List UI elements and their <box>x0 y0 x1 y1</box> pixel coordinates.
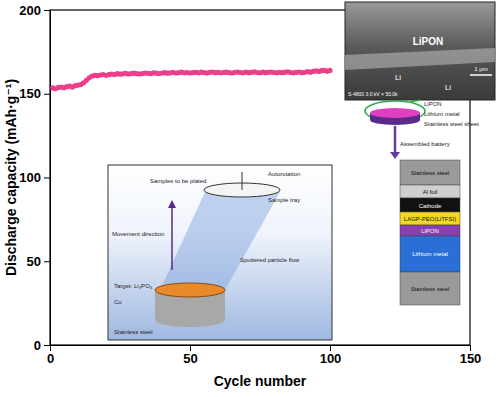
x-tick: 0 <box>47 345 54 366</box>
arrow-head <box>390 152 400 159</box>
annotation: Lithium metal <box>424 111 460 117</box>
annotation: LiPON <box>424 101 442 107</box>
x-axis-line <box>51 345 471 346</box>
annotation: Li <box>445 83 451 92</box>
data-point <box>327 68 332 73</box>
annotation: Sample tray <box>268 197 300 203</box>
x-tick: 50 <box>183 345 197 366</box>
x-tick-mark <box>470 345 471 351</box>
annotation: LiPON <box>413 36 444 47</box>
scale-bar <box>470 74 492 76</box>
data-series <box>50 68 332 92</box>
x-tick: 150 <box>460 345 482 366</box>
x-tick-mark <box>50 345 51 351</box>
annotation: Cu <box>114 299 122 305</box>
x-axis-title: Cycle number <box>214 373 307 389</box>
y-tick-label: 150 <box>19 86 41 101</box>
chart: 0 50 100 150 0 50 100 150 200 Cycle number Dischar… <box>0 0 500 397</box>
y-tick: 150 <box>19 86 50 101</box>
annotation: LAGP-PEO(LiTFSI) <box>404 216 456 222</box>
battery-layer <box>400 236 460 272</box>
annotation: Target: Li₃PO₄ <box>114 283 153 289</box>
x-tick-label: 150 <box>460 351 482 366</box>
disk-top <box>370 108 420 118</box>
arrow <box>394 126 397 155</box>
x-tick-label: 50 <box>183 351 197 366</box>
y-tick-label: 50 <box>27 254 41 269</box>
annotation: Lithium metal <box>412 251 448 257</box>
y-axis-line <box>50 11 51 346</box>
y-tick: 50 <box>27 254 50 269</box>
annotation: LiPON <box>421 228 439 234</box>
arrow-head <box>168 200 176 208</box>
annotation: Sputtered particle flow <box>240 257 300 263</box>
battery-layer <box>400 160 460 185</box>
battery-layer <box>400 198 460 212</box>
battery-layer <box>400 272 460 305</box>
annotation: Stainless steel <box>114 329 153 335</box>
insets <box>108 2 495 340</box>
battery-layer <box>400 225 460 236</box>
y-tick-mark <box>44 345 50 346</box>
tray-axis <box>242 172 243 190</box>
annotation: Autorotation <box>268 171 300 177</box>
y-axis-title: Discharge capacity (mAh·g⁻¹) <box>3 79 19 276</box>
y-tick-mark <box>44 94 50 95</box>
particle-flow <box>160 192 280 290</box>
annotation: Stainless steel <box>411 170 450 176</box>
target-top <box>155 283 225 297</box>
annotation: Movement direction <box>112 231 164 237</box>
y-tick: 100 <box>19 170 50 185</box>
movement-arrow <box>171 205 173 270</box>
x-axis: 0 50 100 150 <box>47 345 481 366</box>
x-tick-mark <box>330 345 331 351</box>
arrow <box>410 100 420 102</box>
annotation: 1 μm <box>474 66 487 72</box>
y-tick-mark <box>44 261 50 262</box>
annotation: Assembled battery <box>400 141 450 147</box>
schematic-box <box>108 165 332 340</box>
annotation: Stainless steel sheet <box>424 121 479 127</box>
y-tick-mark <box>44 178 50 179</box>
y-tick: 0 <box>34 338 50 353</box>
y-tick-label: 0 <box>34 338 41 353</box>
x-tick-mark <box>190 345 191 351</box>
battery-layer <box>400 212 460 225</box>
annotation: Al foil <box>423 189 438 195</box>
target-bottom <box>155 313 225 327</box>
sem-image <box>345 2 495 100</box>
y-tick-mark <box>44 10 50 11</box>
sem-layer <box>345 48 495 70</box>
annotation: Li <box>395 73 401 82</box>
battery-layer <box>400 185 460 198</box>
y-tick-label: 200 <box>19 3 41 18</box>
x-tick: 100 <box>320 345 342 366</box>
x-tick-label: 0 <box>47 351 54 366</box>
y-tick-label: 100 <box>19 170 41 185</box>
y-tick: 200 <box>19 3 50 18</box>
annotation: Stainless steel <box>411 286 450 292</box>
y-axis: 0 50 100 150 200 <box>19 3 50 353</box>
x-tick-label: 100 <box>320 351 342 366</box>
annotation: Samples to be plated <box>150 178 206 184</box>
annotation: Cathode <box>419 203 442 209</box>
annotation: S-4800 3.0 kV × 50.0k <box>348 91 398 97</box>
